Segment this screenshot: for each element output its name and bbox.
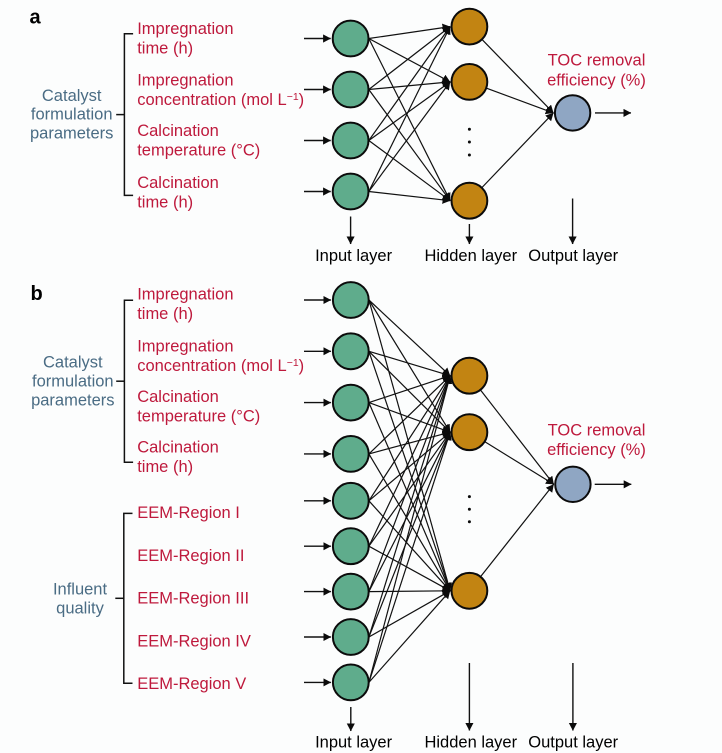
svg-text:parameters: parameters xyxy=(31,391,114,409)
svg-text:EEM-Region V: EEM-Region V xyxy=(137,675,246,693)
svg-text:Calcination: Calcination xyxy=(137,174,219,192)
svg-text:EEM-Region I: EEM-Region I xyxy=(137,504,240,522)
svg-text:Hidden layer: Hidden layer xyxy=(424,247,517,265)
svg-text:efficiency (%): efficiency (%) xyxy=(547,441,646,459)
svg-text:Catalyst: Catalyst xyxy=(42,87,102,105)
svg-text:Input layer: Input layer xyxy=(315,247,393,265)
svg-text:concentration (mol L−1): concentration (mol L−1) xyxy=(137,357,304,375)
svg-text:time (h): time (h) xyxy=(137,305,193,323)
svg-text:Impregnation: Impregnation xyxy=(137,285,233,303)
svg-text:Impregnation: Impregnation xyxy=(137,71,233,89)
svg-text:concentration (mol L−1): concentration (mol L−1) xyxy=(137,91,304,109)
svg-text:time (h): time (h) xyxy=(137,458,193,476)
svg-text:efficiency (%): efficiency (%) xyxy=(547,72,646,90)
svg-text:Output layer: Output layer xyxy=(528,734,618,752)
svg-text:EEM-Region II: EEM-Region II xyxy=(137,547,244,565)
svg-text:Calcination: Calcination xyxy=(137,439,219,457)
svg-text:Catalyst: Catalyst xyxy=(43,354,103,372)
svg-text:Input layer: Input layer xyxy=(315,734,393,752)
svg-text:quality: quality xyxy=(56,599,104,617)
svg-text:Impregnation: Impregnation xyxy=(137,20,233,38)
svg-text:temperature (°C): temperature (°C) xyxy=(137,407,260,425)
svg-text:b: b xyxy=(31,283,43,305)
svg-text:Calcination: Calcination xyxy=(137,122,219,140)
svg-text:Calcination: Calcination xyxy=(137,388,219,406)
svg-text:TOC removal: TOC removal xyxy=(548,421,646,439)
svg-text:temperature (°C): temperature (°C) xyxy=(137,141,260,159)
svg-text:EEM-Region IV: EEM-Region IV xyxy=(137,632,251,650)
svg-text:Output layer: Output layer xyxy=(528,247,618,265)
svg-text:formulation: formulation xyxy=(32,373,114,391)
svg-text:time (h): time (h) xyxy=(137,193,193,211)
svg-text:EEM-Region III: EEM-Region III xyxy=(137,590,249,608)
svg-text:time (h): time (h) xyxy=(137,39,193,57)
svg-text:TOC removal: TOC removal xyxy=(548,52,646,70)
svg-text:a: a xyxy=(30,7,42,29)
svg-text:parameters: parameters xyxy=(30,125,113,143)
svg-text:Influent: Influent xyxy=(53,580,108,598)
svg-text:formulation: formulation xyxy=(31,106,113,124)
svg-text:Impregnation: Impregnation xyxy=(137,338,233,356)
svg-text:Hidden layer: Hidden layer xyxy=(424,734,517,752)
